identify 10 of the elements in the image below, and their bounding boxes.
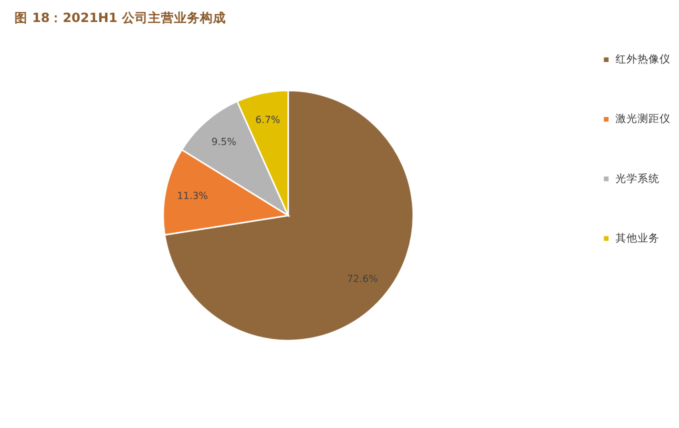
data-label: 72.6% bbox=[346, 274, 378, 285]
data-label: 6.7% bbox=[255, 114, 280, 126]
legend-label: 红外热像仪 bbox=[615, 52, 670, 66]
pie-slice bbox=[164, 90, 414, 342]
chart-title: 图 18：2021H1 公司主营业务构成 bbox=[14, 10, 226, 26]
data-label: 9.5% bbox=[211, 136, 236, 148]
data-label: 11.3% bbox=[176, 191, 208, 202]
legend-label: 光学系统 bbox=[615, 172, 660, 185]
legend-label: 激光测距仪 bbox=[615, 112, 670, 126]
legend-label: 其他业务 bbox=[615, 231, 660, 244]
